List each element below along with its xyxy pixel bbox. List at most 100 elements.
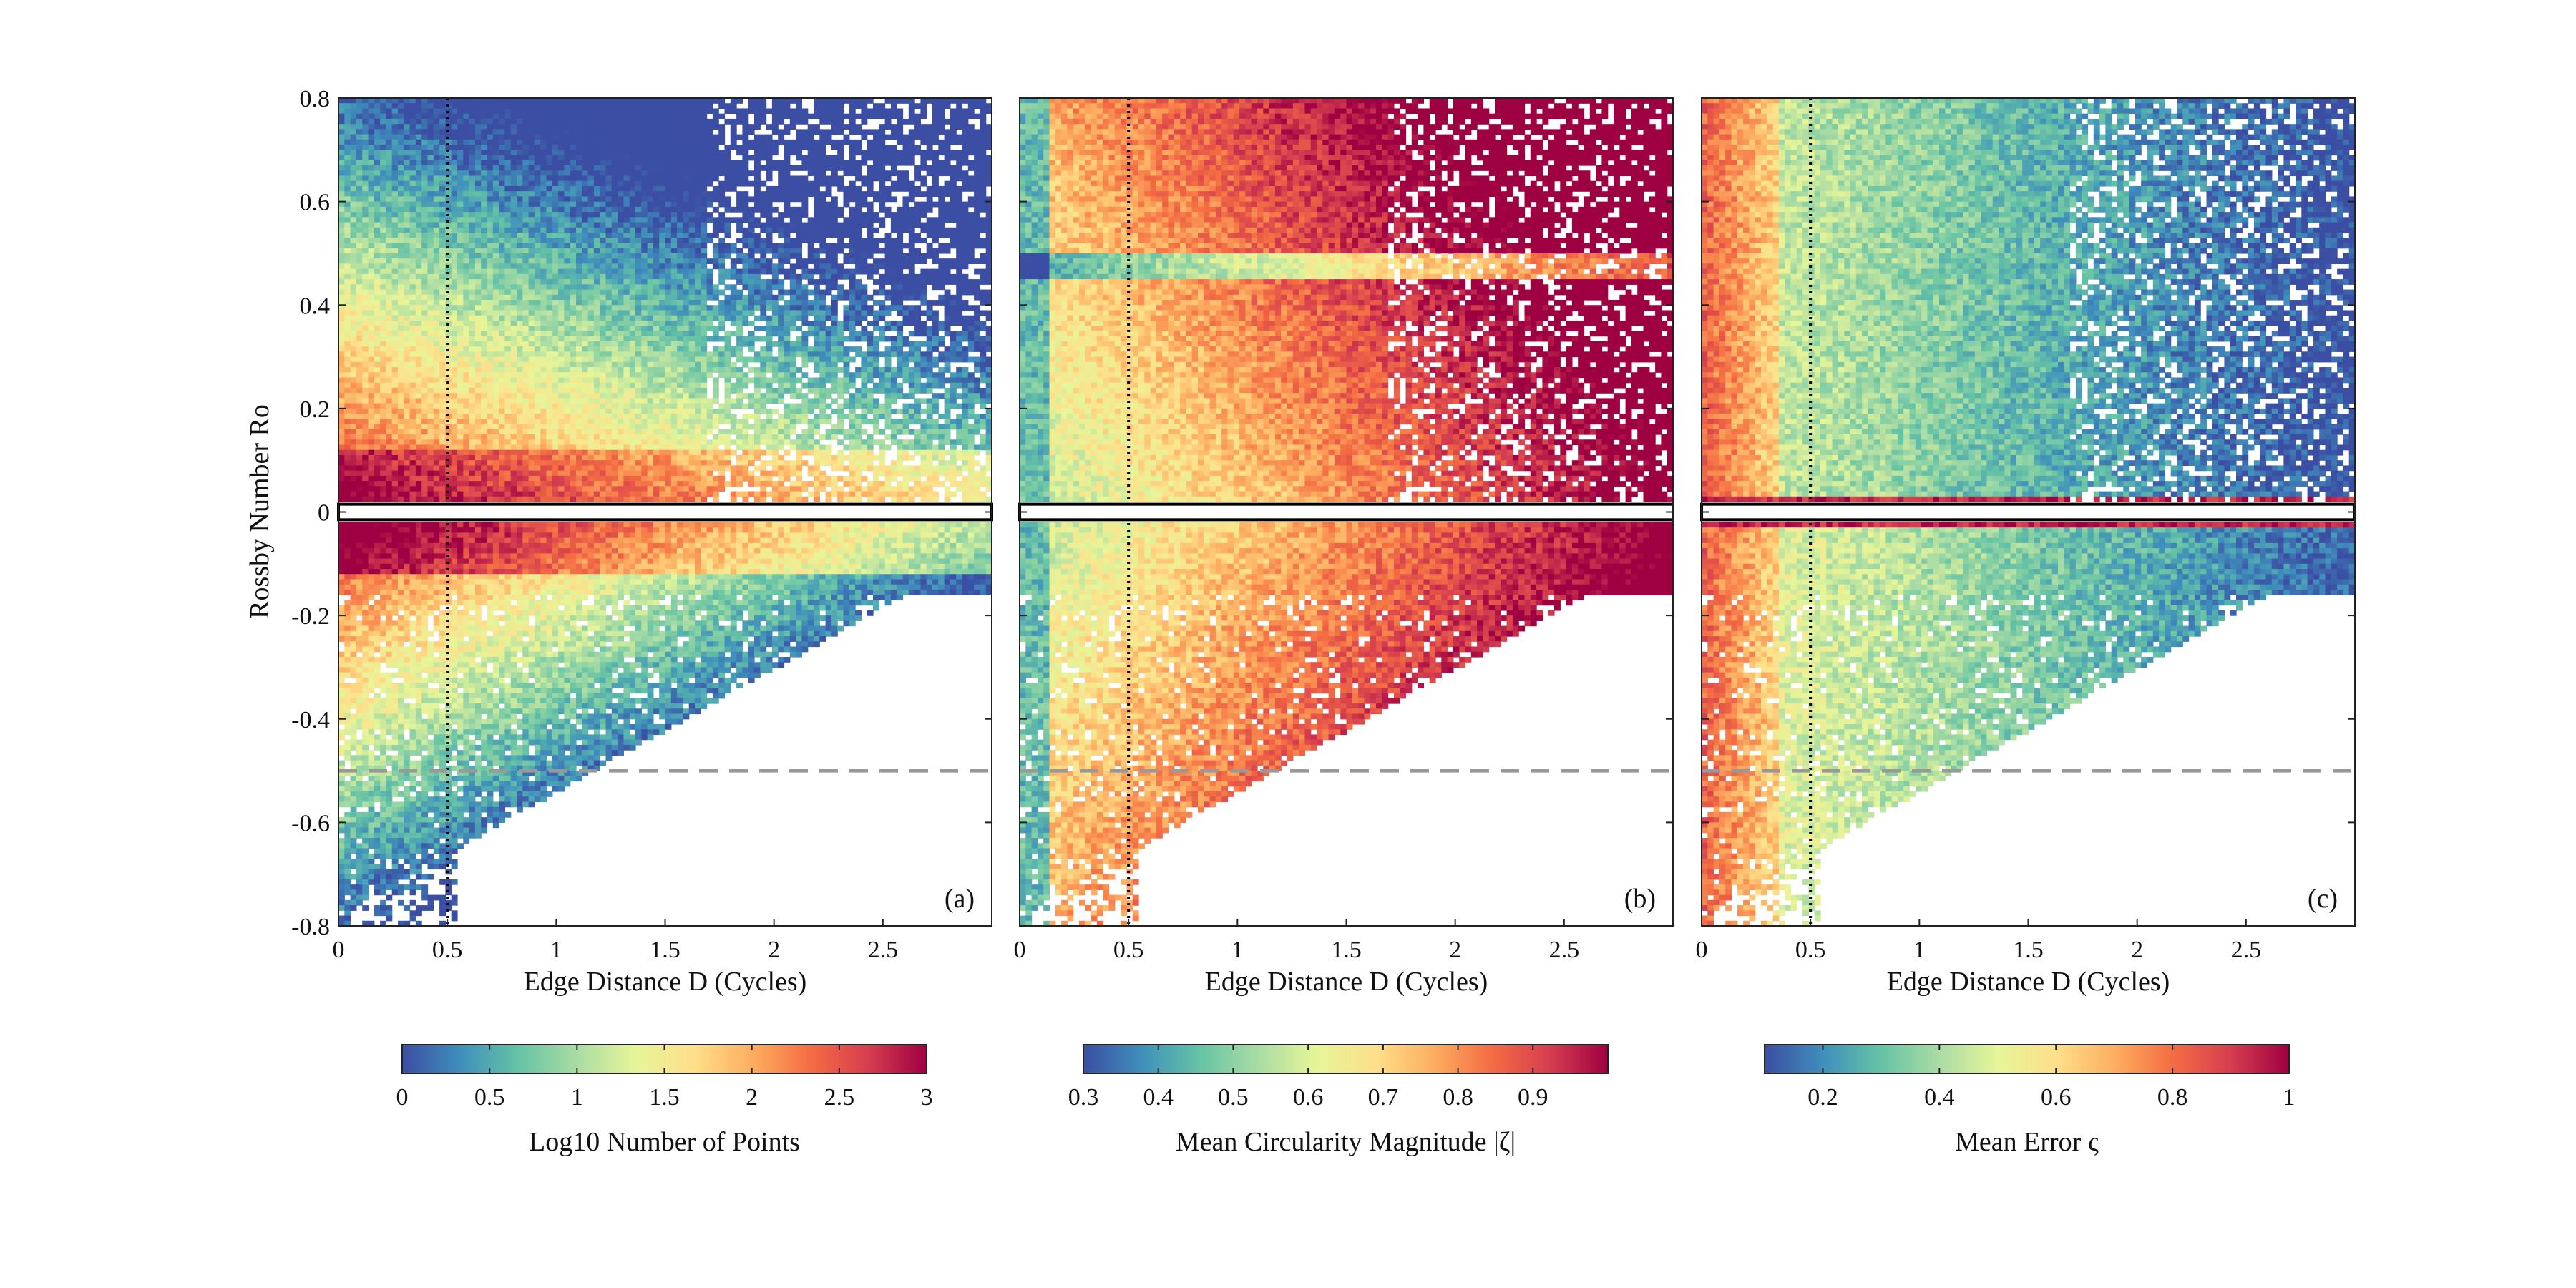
heatmap-cell: [884, 289, 892, 296]
heatmap-cell: [902, 279, 909, 285]
heatmap-cell: [861, 336, 868, 342]
heatmap-cell: [956, 294, 963, 301]
heatmap-cell: [950, 310, 957, 316]
heatmap-cell: [962, 222, 969, 228]
heatmap-cell: [902, 212, 909, 218]
heatmap-cell: [873, 108, 879, 114]
heatmap-cell: [867, 212, 874, 218]
heatmap-cell: [380, 300, 386, 306]
heatmap-cell: [570, 129, 577, 135]
heatmap-cell: [398, 336, 404, 342]
heatmap-cell: [938, 258, 945, 264]
heatmap-cell: [629, 351, 636, 358]
heatmap-cell: [956, 160, 963, 166]
heatmap-cell: [819, 336, 826, 342]
heatmap-cell: [843, 289, 850, 296]
heatmap-cell: [605, 346, 613, 352]
heatmap-cell: [338, 185, 345, 192]
heatmap-cell: [623, 289, 630, 296]
heatmap-cell: [570, 175, 577, 182]
heatmap-cell: [831, 129, 838, 135]
heatmap-cell: [659, 284, 666, 291]
heatmap-cell: [415, 118, 422, 125]
heatmap-cell: [908, 222, 915, 228]
heatmap-cell: [647, 217, 654, 223]
heatmap-cell: [629, 98, 636, 104]
heatmap-cell: [784, 212, 791, 218]
heatmap-cell: [760, 248, 767, 254]
heatmap-cell: [938, 243, 945, 249]
heatmap-cell: [742, 206, 749, 213]
heatmap-cell: [855, 175, 862, 182]
heatmap-cell: [362, 175, 369, 182]
heatmap-cell: [618, 315, 624, 321]
heatmap-cell: [801, 258, 809, 264]
heatmap-cell: [760, 134, 767, 140]
heatmap-cell: [665, 113, 672, 119]
heatmap-cell: [344, 145, 351, 150]
heatmap-cell: [688, 243, 696, 249]
heatmap-cell: [564, 268, 571, 275]
heatmap-cell: [522, 305, 530, 311]
heatmap-cell: [564, 346, 571, 352]
heatmap-cell: [683, 185, 690, 192]
heatmap-cell: [938, 129, 945, 135]
heatmap-cell: [510, 212, 517, 218]
heatmap-cell: [380, 346, 386, 352]
heatmap-cell: [985, 222, 992, 228]
heatmap-cell: [683, 238, 690, 244]
heatmap-cell: [730, 294, 737, 301]
heatmap-cell: [534, 248, 541, 254]
heatmap-cell: [356, 331, 363, 337]
heatmap-cell: [362, 279, 369, 285]
heatmap-cell: [404, 294, 411, 301]
heatmap-cell: [819, 248, 826, 254]
heatmap-cell: [920, 206, 927, 213]
heatmap-cell: [789, 326, 796, 332]
heatmap-cell: [605, 103, 613, 109]
heatmap-cell: [350, 217, 357, 223]
heatmap-cell: [517, 145, 523, 150]
heatmap-cell: [980, 201, 987, 208]
heatmap-cell: [653, 145, 660, 150]
heatmap-cell: [819, 98, 826, 104]
heatmap-cell: [350, 356, 357, 363]
heatmap-cell: [760, 165, 767, 171]
heatmap-cell: [701, 300, 708, 306]
heatmap-cell: [404, 238, 411, 244]
heatmap-cell: [558, 118, 565, 125]
heatmap-cell: [861, 103, 868, 109]
heatmap-cell: [611, 113, 618, 119]
heatmap-cell: [659, 98, 666, 104]
heatmap-cell: [398, 233, 404, 238]
heatmap-cell: [926, 150, 933, 156]
heatmap-cell: [670, 155, 678, 161]
heatmap-cell: [611, 134, 618, 140]
heatmap-cell: [368, 300, 375, 306]
heatmap-cell: [926, 331, 933, 337]
heatmap-cell: [944, 268, 951, 275]
heatmap-cell: [706, 279, 713, 285]
heatmap-cell: [391, 351, 399, 358]
heatmap-cell: [362, 145, 369, 150]
heatmap-cell: [374, 294, 381, 301]
heatmap-cell: [695, 320, 701, 326]
heatmap-cell: [433, 279, 440, 285]
heatmap-cell: [469, 196, 476, 203]
heatmap-cell: [861, 150, 868, 156]
heatmap-cell: [582, 336, 589, 342]
heatmap-cell: [814, 253, 820, 259]
heatmap-cell: [415, 201, 422, 208]
heatmap-cell: [902, 134, 909, 140]
heatmap-cell: [897, 233, 904, 238]
heatmap-cell: [540, 175, 547, 182]
heatmap-cell: [950, 351, 957, 358]
heatmap-cell: [618, 300, 624, 306]
heatmap-cell: [748, 341, 755, 347]
heatmap-cell: [670, 243, 678, 249]
heatmap-cell: [736, 326, 743, 332]
heatmap-cell: [362, 289, 369, 296]
heatmap-cell: [344, 196, 351, 203]
heatmap-cell: [807, 273, 814, 280]
heatmap-cell: [618, 320, 624, 326]
